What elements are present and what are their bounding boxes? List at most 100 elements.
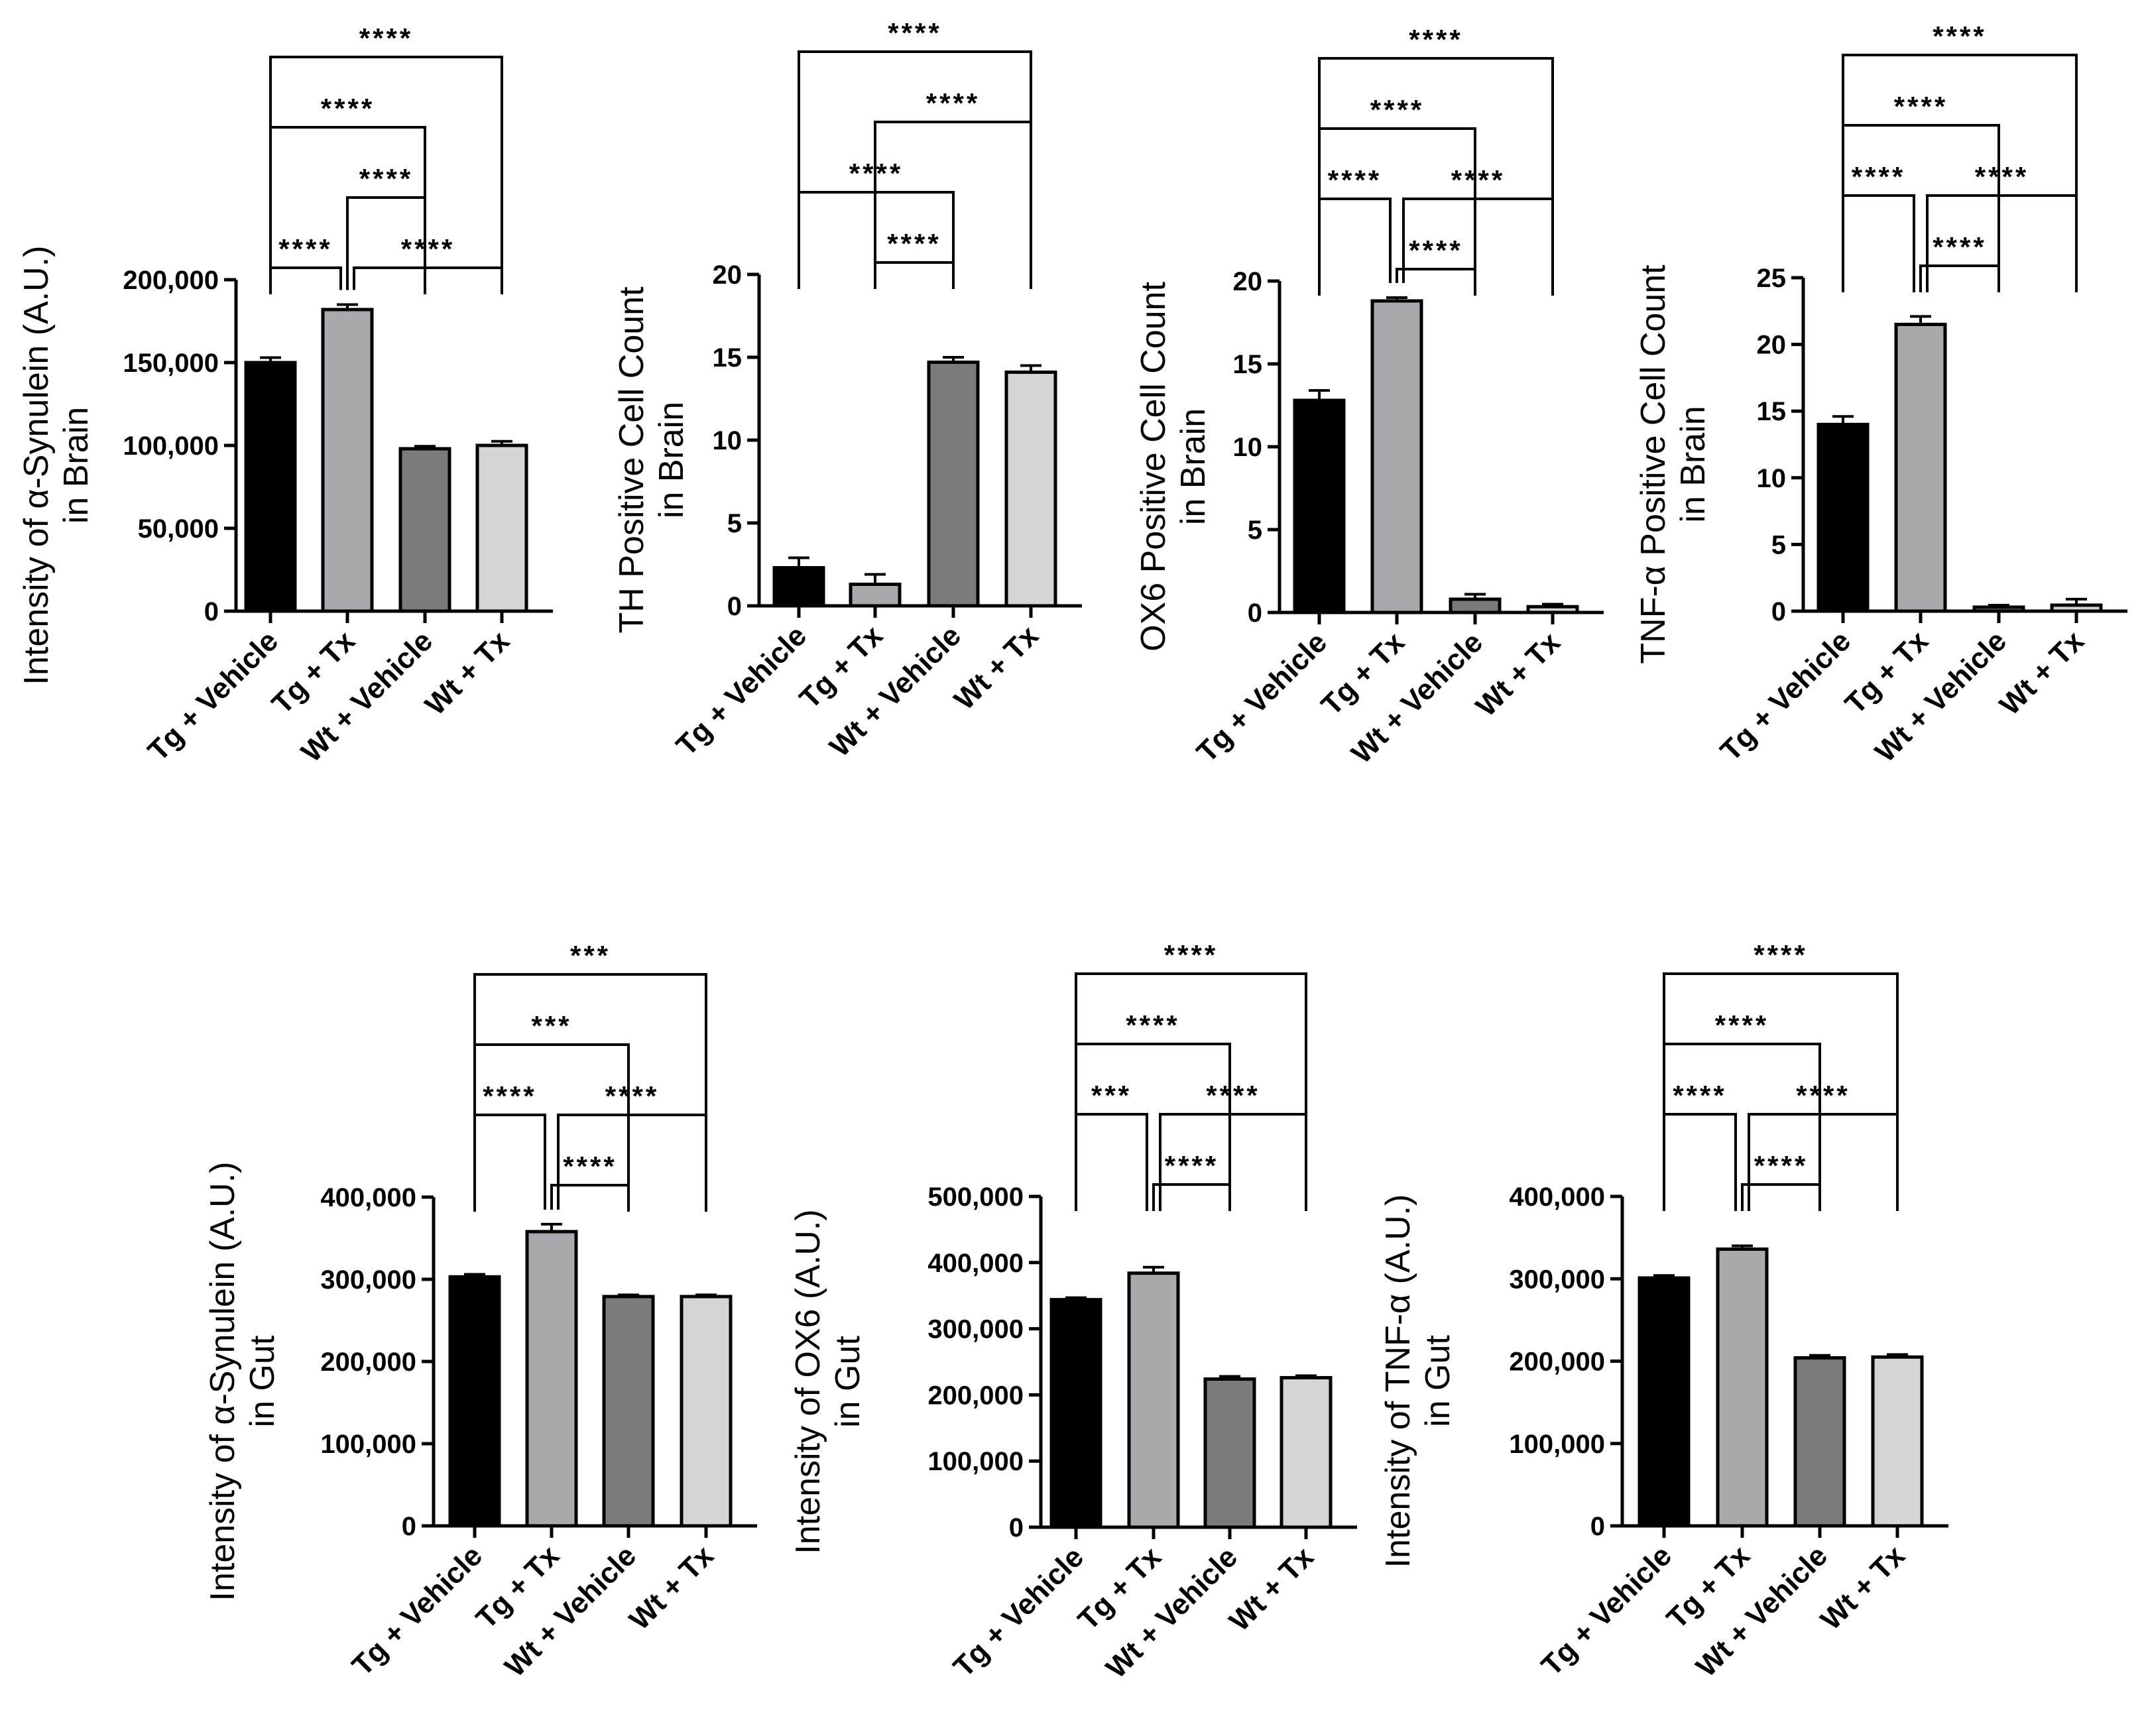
bar [1370,299,1423,614]
y-tick-label: 400,000 [1509,1183,1605,1212]
y-tick-label: 0 [204,597,219,626]
category-label: Tg + Vehicle [142,624,284,767]
significance-label: **** [1975,161,2029,192]
category-label: Tg + Vehicle [1714,624,1857,767]
significance-bracket [798,50,1032,289]
y-tick-label: 15 [1233,350,1263,379]
category-label: Tg + Vehicle [670,619,813,762]
significance-bracket [1152,1183,1231,1211]
y-axis-title: in Brain [1674,406,1712,522]
significance-label: **** [605,1080,659,1112]
y-tick-label: 10 [1757,464,1787,493]
significance-label: **** [887,228,941,259]
category-label: Wt + Tx [1815,1539,1912,1637]
significance-bracket [1842,54,2078,292]
significance-bracket [1396,268,1476,296]
significance-label: *** [1091,1080,1132,1111]
y-tick-label: 0 [1009,1513,1024,1542]
significance-label: **** [1852,161,1905,192]
y-axis-title: OX6 Positive Cell Count [1134,282,1173,652]
bar [1894,322,1947,613]
significance-bracket [1741,1183,1821,1211]
significance-label: **** [1328,164,1382,196]
significance-label: **** [1164,939,1218,970]
y-axis-title: in Gut [1419,1335,1457,1427]
y-tick-label: 10 [1233,433,1263,462]
bar [1816,422,1870,613]
significance-label: **** [1451,164,1505,196]
significance-label: **** [1409,24,1462,55]
y-tick-label: 400,000 [927,1249,1024,1278]
significance-bracket [550,1184,630,1212]
significance-bracket [1075,1113,1148,1211]
significance-label: **** [1126,1010,1179,1041]
bar [398,447,451,613]
category-label: Wt + Tx [1470,626,1567,723]
bar [525,1230,578,1528]
significance-bracket [1318,198,1392,296]
category-label: Tg + Vehicle [947,1540,1090,1683]
chart-panel: 0 100,000 200,000 300,000 400,000 500,000 Tg +… [789,939,1357,1684]
y-tick-label: 5 [1248,516,1262,545]
significance-bracket [1075,972,1307,1211]
y-axis-title: in Gut [243,1335,282,1427]
y-tick-label: 200,000 [1509,1348,1605,1377]
y-axis-title: in Gut [829,1336,867,1428]
significance-label: **** [483,1080,536,1112]
category-label: Wt + Tx [1994,624,2091,722]
significance-label: **** [1754,939,1807,970]
significance-bracket [269,56,503,294]
significance-label: **** [321,93,375,124]
significance-label: **** [1796,1080,1850,1111]
y-axis-title: TH Positive Cell Count [613,286,651,634]
significance-label: **** [1165,1150,1219,1181]
y-axis-title: in Brain [1174,408,1213,525]
y-tick-label: 100,000 [123,432,219,461]
chart-panel: 0 100,000 200,000 300,000 400,000 Tg + Vehicl… [1379,939,1948,1683]
y-tick-label: 0 [1248,599,1262,628]
y-tick-label: 100,000 [1509,1430,1605,1459]
bar [1203,1377,1256,1529]
y-tick-label: 500,000 [927,1183,1024,1212]
bar [1004,371,1057,608]
y-tick-label: 200,000 [123,266,219,295]
significance-bracket [1663,972,1899,1211]
bar [927,361,980,608]
y-axis-title: in Brain [652,402,691,518]
y-tick-label: 20 [1233,267,1263,296]
bar [321,308,374,613]
y-tick-label: 15 [1757,397,1787,426]
y-tick-label: 0 [1590,1512,1605,1541]
category-label: Wt + Tx [623,1539,721,1637]
significance-label: **** [563,1151,617,1182]
significance-label: **** [1409,235,1462,266]
y-tick-label: 20 [713,260,743,290]
y-axis-title: Intensity of OX6 (A.U.) [789,1209,827,1554]
significance-bracket [874,261,955,289]
y-axis-title: in Brain [57,407,95,524]
category-label: Wt + Vehicle [1100,1540,1244,1684]
bar [1638,1276,1691,1528]
bar [680,1295,733,1528]
significance-label: *** [570,940,611,971]
significance-label: **** [401,233,455,264]
bar [602,1295,655,1528]
significance-label: **** [359,23,413,54]
bar [448,1275,501,1528]
bar [1127,1271,1180,1529]
bar [1972,605,2025,613]
significance-bracket [1842,194,1915,292]
significance-label: **** [1715,1010,1769,1041]
significance-bracket [269,266,342,294]
significance-bracket [1318,57,1554,296]
significance-bracket [473,973,707,1212]
bar [849,583,902,608]
significance-label: **** [1206,1080,1260,1111]
y-tick-label: 25 [1757,264,1787,293]
bar [1049,1298,1102,1529]
chart-panel: 0 100,000 200,000 300,000 400,000 Tg + Vehicl… [204,940,757,1683]
bar [1793,1356,1846,1528]
